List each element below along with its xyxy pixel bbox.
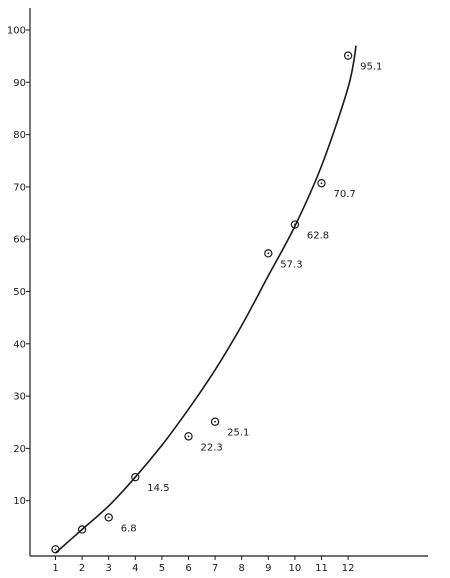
y-tick-label: 30 bbox=[13, 392, 26, 403]
x-tick-label: 10 bbox=[289, 563, 302, 574]
x-tick-label: 3 bbox=[106, 563, 112, 574]
y-tick-label: 50 bbox=[13, 287, 26, 298]
y-tick-label: 90 bbox=[13, 78, 26, 89]
data-point bbox=[77, 525, 87, 534]
data-points bbox=[51, 51, 353, 554]
data-point bbox=[264, 249, 273, 258]
data-point bbox=[131, 472, 140, 482]
data-point bbox=[51, 545, 60, 554]
data-point bbox=[290, 220, 300, 229]
axes bbox=[29, 8, 428, 557]
data-point-marker bbox=[290, 220, 300, 229]
y-tick-label: 40 bbox=[13, 339, 26, 350]
data-label: 22.3 bbox=[201, 442, 223, 453]
data-point-center bbox=[347, 54, 349, 57]
fit-curve bbox=[54, 45, 357, 554]
y-tick-label: 10 bbox=[13, 496, 26, 507]
data-point-marker bbox=[51, 545, 60, 554]
x-tick-label: 1 bbox=[52, 563, 58, 574]
y-tick-label: 70 bbox=[13, 182, 26, 193]
x-tick-label: 7 bbox=[212, 563, 218, 574]
data-point-marker bbox=[104, 513, 113, 522]
y-tick-label: 80 bbox=[13, 130, 26, 141]
x-tick-label: 6 bbox=[185, 563, 191, 574]
data-point-center bbox=[320, 182, 323, 185]
fit-curve-layer bbox=[54, 45, 357, 554]
data-point bbox=[343, 51, 353, 60]
data-point-center bbox=[214, 420, 217, 423]
data-label: 14.5 bbox=[147, 483, 169, 494]
data-label: 70.7 bbox=[334, 189, 356, 200]
data-point-marker bbox=[317, 179, 326, 188]
data-label: 6.8 bbox=[121, 523, 137, 534]
x-tick-label: 5 bbox=[159, 563, 165, 574]
data-point-marker bbox=[131, 472, 140, 482]
data-label: 57.3 bbox=[280, 259, 302, 270]
data-point-center bbox=[267, 252, 270, 255]
data-point-marker bbox=[184, 432, 193, 441]
data-label: 62.8 bbox=[307, 231, 329, 242]
x-tick-label: 2 bbox=[79, 563, 85, 574]
data-point-center bbox=[107, 516, 110, 519]
data-point-center bbox=[81, 528, 83, 531]
data-point-center bbox=[134, 476, 137, 479]
data-point-marker bbox=[264, 249, 273, 258]
data-point-center bbox=[187, 435, 190, 438]
x-tick-label: 11 bbox=[315, 563, 328, 574]
data-point bbox=[104, 513, 113, 522]
data-labels: 6.8 14.5 22.3 25.1 57.3 62.8 70.7 95.1 bbox=[121, 62, 383, 535]
x-tick-label: 8 bbox=[239, 563, 245, 574]
data-point bbox=[317, 179, 326, 188]
y-tick-label: 60 bbox=[13, 235, 26, 246]
y-tick-label: 100 bbox=[7, 26, 26, 37]
data-point-marker bbox=[77, 525, 87, 534]
data-point bbox=[210, 417, 220, 426]
data-label: 95.1 bbox=[360, 62, 382, 73]
x-tick-label: 9 bbox=[265, 563, 271, 574]
y-tick-label: 20 bbox=[13, 444, 26, 455]
x-tick-label: 4 bbox=[132, 563, 138, 574]
data-point-center bbox=[54, 548, 57, 551]
data-point-center bbox=[294, 223, 296, 226]
data-point-marker bbox=[343, 51, 353, 60]
data-point bbox=[184, 432, 193, 441]
x-tick-label: 12 bbox=[342, 563, 355, 574]
data-label: 25.1 bbox=[227, 428, 249, 439]
data-point-marker bbox=[210, 417, 220, 426]
